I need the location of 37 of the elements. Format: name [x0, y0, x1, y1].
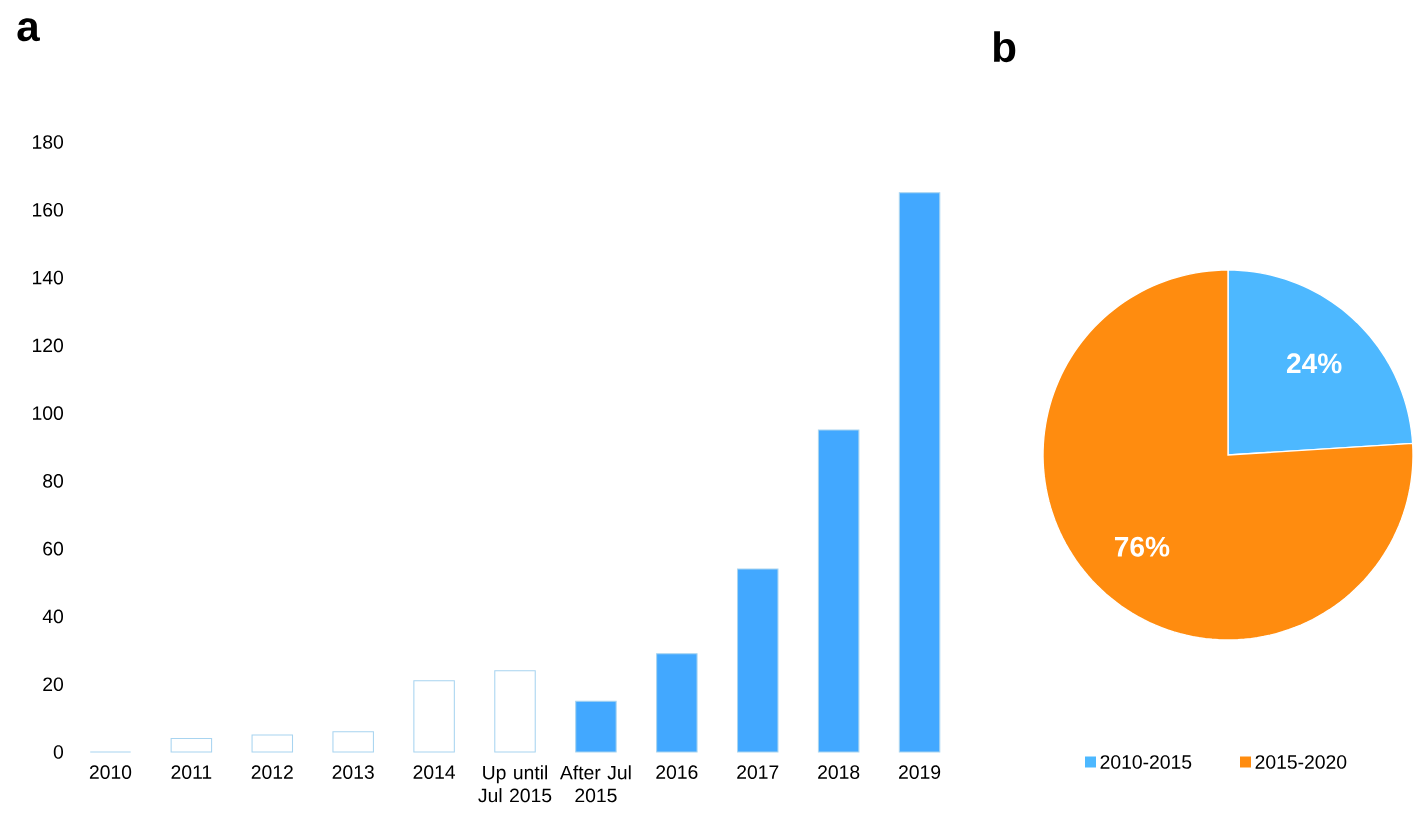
y-tick-label: 160 [33, 202, 64, 217]
x-tick-label: 2014 [413, 765, 456, 779]
y-tick-label: 100 [33, 406, 64, 420]
y-tick-label: 180 [33, 135, 64, 149]
bar [170, 737, 213, 753]
chart-title: b [994, 31, 1016, 63]
bar [575, 700, 617, 753]
x-tick-label: 2017 [737, 765, 779, 779]
bar [251, 734, 294, 753]
bar [413, 680, 455, 753]
legend-label: 2010-2015 [1100, 755, 1192, 769]
y-tick-label: 80 [43, 474, 64, 488]
bar [656, 653, 698, 753]
bar [736, 568, 779, 753]
x-tick-label: 2011 [171, 765, 212, 779]
data-label: 24% [1286, 353, 1342, 374]
x-tick-label: 2018 [818, 765, 860, 779]
bar [332, 731, 374, 753]
bar [898, 192, 941, 753]
chart-title: a [17, 18, 40, 42]
y-tick-label: 120 [33, 338, 64, 353]
data-label: 76% [1114, 536, 1170, 557]
x-tick-label: After Jul 2015 [559, 765, 631, 803]
x-tick-label: 2016 [656, 765, 698, 779]
x-tick-label: 2010 [89, 765, 132, 779]
y-tick-label: 0 [53, 745, 64, 759]
bar [817, 429, 860, 753]
legend-label: 2015-2020 [1255, 755, 1347, 769]
x-tick-label: 2012 [251, 765, 293, 779]
y-tick-label: 20 [43, 677, 64, 692]
x-tick-label: 2013 [332, 765, 374, 779]
y-tick-label: 60 [43, 541, 64, 556]
y-tick-label: 40 [42, 609, 64, 624]
x-tick-label: Up until Jul 2015 [478, 765, 552, 803]
y-tick-label: 140 [33, 270, 64, 285]
bar [494, 670, 536, 753]
x-tick-label: 2019 [899, 765, 941, 779]
